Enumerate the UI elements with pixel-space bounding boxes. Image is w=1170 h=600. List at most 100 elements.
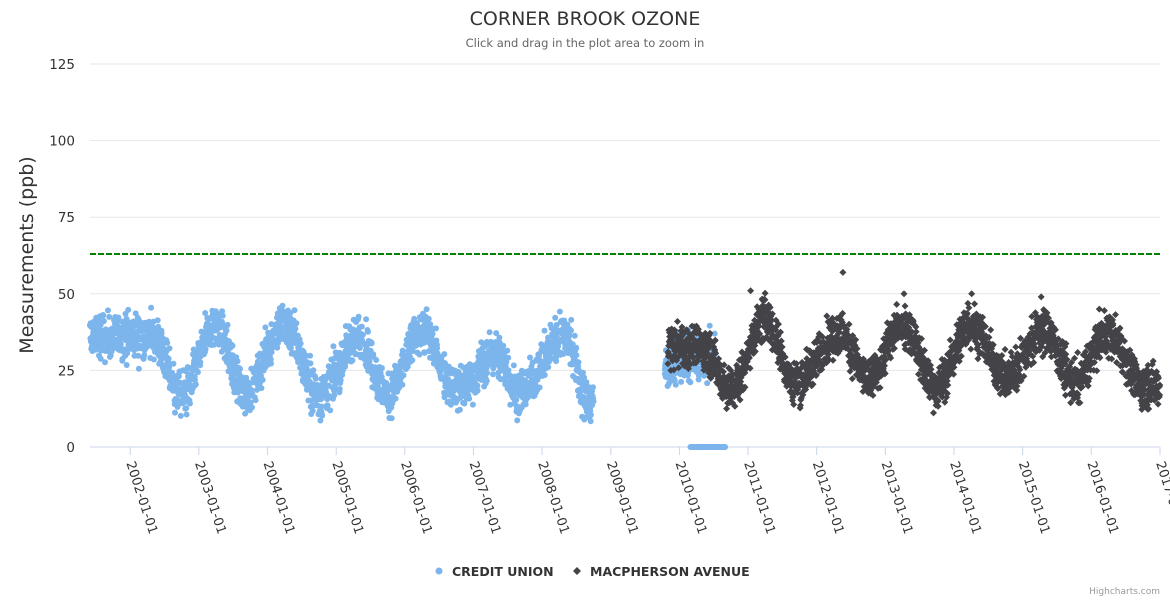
data-point-credit-union[interactable] [560, 351, 567, 357]
data-point-macpherson-avenue[interactable] [761, 289, 769, 297]
data-point-credit-union[interactable] [117, 341, 124, 348]
data-point-credit-union[interactable] [706, 322, 713, 329]
data-point-credit-union[interactable] [566, 332, 573, 339]
data-point-credit-union[interactable] [687, 379, 694, 386]
series-macpherson-avenue[interactable] [664, 268, 1164, 417]
data-point-credit-union[interactable] [505, 367, 512, 374]
data-point-macpherson-avenue[interactable] [1001, 345, 1009, 353]
data-point-credit-union[interactable] [399, 381, 406, 388]
data-point-credit-union[interactable] [486, 329, 493, 336]
data-point-credit-union[interactable] [504, 347, 511, 354]
data-point-credit-union[interactable] [242, 410, 249, 417]
data-point-credit-union[interactable] [416, 351, 423, 358]
data-point-credit-union[interactable] [319, 412, 326, 419]
data-point-credit-union[interactable] [409, 348, 416, 354]
data-point-credit-union[interactable] [135, 365, 142, 372]
data-point-credit-union[interactable] [349, 357, 356, 364]
data-point-macpherson-avenue[interactable] [1012, 343, 1020, 351]
data-point-credit-union[interactable] [336, 386, 343, 392]
data-point-credit-union[interactable] [330, 343, 337, 350]
data-point-credit-union[interactable] [115, 314, 122, 321]
data-point-credit-union[interactable] [363, 316, 370, 323]
data-point-credit-union[interactable] [425, 315, 432, 322]
data-point-credit-union[interactable] [466, 395, 473, 402]
data-point-credit-union[interactable] [135, 352, 142, 359]
data-point-credit-union[interactable] [202, 310, 209, 316]
data-point-credit-union[interactable] [365, 328, 371, 335]
data-point-credit-union[interactable] [388, 415, 395, 422]
data-point-credit-union[interactable] [148, 304, 155, 311]
data-point-credit-union[interactable] [571, 332, 578, 339]
data-point-credit-union[interactable] [183, 411, 190, 418]
data-point-credit-union[interactable] [141, 352, 148, 359]
data-point-credit-union[interactable] [409, 357, 416, 364]
data-point-credit-union[interactable] [302, 352, 309, 359]
data-point-credit-union[interactable] [701, 372, 707, 379]
data-point-credit-union[interactable] [219, 312, 226, 319]
data-point-credit-union[interactable] [580, 369, 586, 376]
data-point-credit-union[interactable] [197, 359, 204, 366]
data-point-credit-union[interactable] [590, 384, 596, 391]
data-point-credit-union[interactable] [123, 362, 130, 368]
data-point-credit-union[interactable] [258, 385, 265, 392]
data-point-macpherson-avenue[interactable] [971, 300, 978, 308]
data-point-credit-union[interactable] [202, 346, 209, 353]
data-point-credit-union[interactable] [287, 344, 294, 351]
data-point-credit-union[interactable] [404, 363, 411, 370]
data-point-credit-union[interactable] [427, 321, 434, 328]
data-point-credit-union[interactable] [106, 313, 113, 320]
data-point-credit-union[interactable] [552, 314, 559, 321]
data-point-credit-union[interactable] [442, 360, 448, 367]
data-point-credit-union[interactable] [573, 352, 580, 359]
data-point-credit-union[interactable] [211, 335, 218, 342]
data-point-credit-union[interactable] [277, 318, 284, 325]
data-point-credit-union[interactable] [234, 358, 241, 365]
data-point-credit-union[interactable] [581, 374, 588, 381]
data-point-credit-union[interactable] [513, 396, 520, 403]
data-point-macpherson-avenue[interactable] [967, 345, 975, 353]
data-point-credit-union[interactable] [297, 340, 304, 347]
data-point-credit-union[interactable] [541, 327, 548, 334]
data-point-macpherson-avenue[interactable] [664, 360, 672, 368]
data-point-credit-union[interactable] [474, 383, 481, 389]
data-point-credit-union[interactable] [125, 306, 132, 313]
data-point-credit-union[interactable] [170, 360, 177, 367]
data-point-credit-union[interactable] [355, 313, 362, 320]
data-point-credit-union[interactable] [392, 395, 399, 402]
data-point-credit-union[interactable] [433, 325, 439, 332]
data-point-credit-union[interactable] [327, 407, 334, 414]
data-point-credit-union[interactable] [166, 345, 173, 352]
data-point-credit-union[interactable] [514, 417, 521, 424]
data-point-credit-union[interactable] [411, 315, 418, 322]
data-point-credit-union[interactable] [678, 378, 685, 385]
data-point-credit-union[interactable] [505, 354, 512, 361]
data-point-credit-union[interactable] [556, 339, 563, 346]
data-point-credit-union[interactable] [293, 320, 300, 327]
data-point-credit-union[interactable] [522, 401, 529, 408]
data-point-credit-union[interactable] [114, 323, 121, 330]
data-point-credit-union[interactable] [359, 331, 366, 338]
data-point-credit-union[interactable] [500, 342, 507, 349]
data-point-credit-union[interactable] [100, 318, 107, 324]
data-point-credit-union[interactable] [268, 360, 274, 367]
data-point-credit-union[interactable] [474, 387, 481, 394]
data-point-credit-union[interactable] [150, 356, 157, 363]
data-point-credit-union[interactable] [165, 355, 172, 362]
data-point-credit-union[interactable] [429, 330, 436, 337]
data-point-credit-union[interactable] [247, 399, 254, 406]
data-point-credit-union[interactable] [279, 302, 286, 309]
data-point-credit-union[interactable] [219, 308, 226, 315]
data-point-credit-union[interactable] [561, 317, 568, 324]
data-point-credit-union[interactable] [310, 367, 317, 374]
data-point-credit-union[interactable] [100, 312, 107, 319]
data-point-credit-union[interactable] [375, 378, 382, 385]
data-point-credit-union[interactable] [587, 412, 594, 418]
data-point-credit-union[interactable] [556, 308, 563, 315]
data-point-credit-union[interactable] [237, 365, 243, 372]
data-point-credit-union[interactable] [331, 392, 338, 399]
data-point-credit-union[interactable] [187, 400, 193, 407]
data-point-credit-union[interactable] [587, 418, 594, 425]
data-point-credit-union[interactable] [568, 316, 575, 323]
data-point-macpherson-avenue[interactable] [674, 318, 681, 325]
